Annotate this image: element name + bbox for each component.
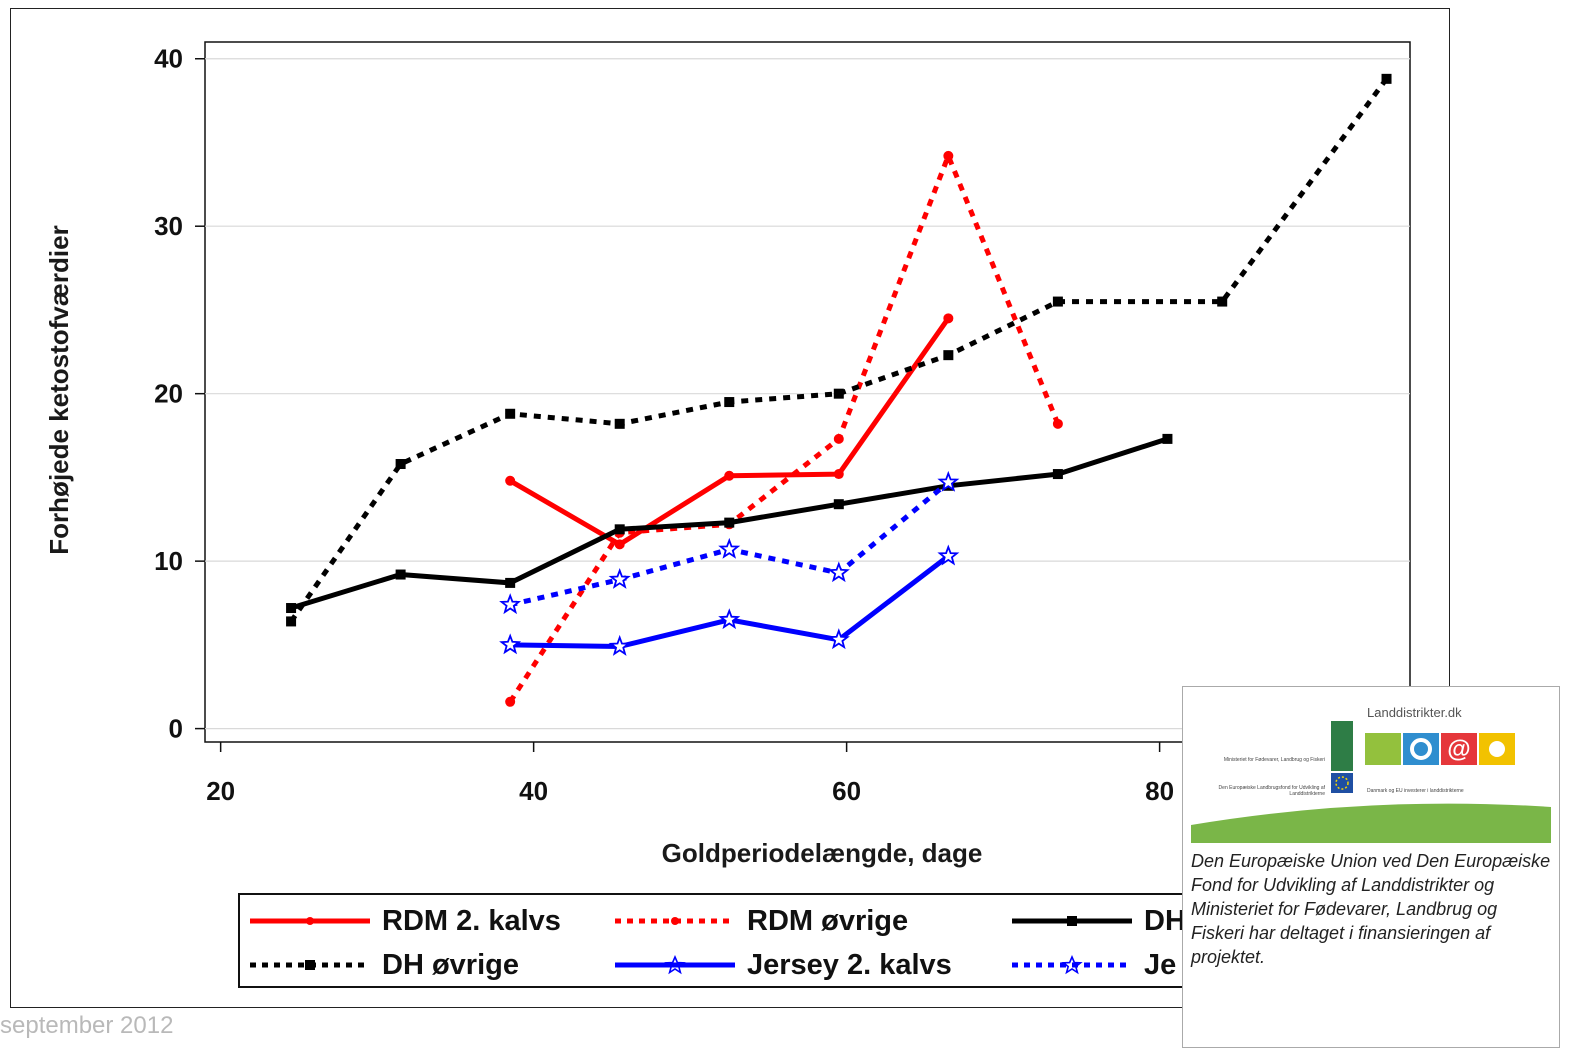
legend-swatch-jersey-ovrige xyxy=(1012,955,1132,975)
y-tick-label: 20 xyxy=(154,379,183,409)
data-point xyxy=(833,469,844,480)
logo-fund: Den Europæiske Landbrugsfond for Udvikli… xyxy=(1218,785,1325,797)
svg-text:@: @ xyxy=(1447,736,1470,763)
data-point xyxy=(614,539,625,550)
y-tick-label: 0 xyxy=(169,714,183,744)
data-point xyxy=(724,470,735,481)
data-point xyxy=(505,408,516,419)
x-tick-label: 80 xyxy=(1145,776,1174,806)
logo-graphic: @ xyxy=(1191,721,1551,843)
legend-item-jersey-2-kalvs: Jersey 2. kalvs xyxy=(615,945,952,985)
data-point xyxy=(499,593,522,615)
data-point xyxy=(499,633,522,655)
gridlines xyxy=(205,58,1410,730)
data-point xyxy=(943,313,954,324)
series-0-rdm-2-kalvs xyxy=(505,313,954,550)
legend-label: DH øvrige xyxy=(382,948,519,981)
logo-caption: Den Europæiske Union ved Den Europæiske … xyxy=(1191,851,1551,967)
data-point xyxy=(608,568,631,589)
x-tick-label: 20 xyxy=(206,776,235,806)
legend-swatch-jersey-2-kalvs xyxy=(615,955,735,975)
legend-label: DH xyxy=(1144,904,1186,937)
data-point xyxy=(833,388,844,399)
y-tick-label: 30 xyxy=(154,211,183,241)
sponsor-logo-box: @ Landdistrikter.dk Ministeriet for Føde… xyxy=(1182,686,1560,1048)
series-line xyxy=(289,77,1389,623)
data-point xyxy=(827,628,850,650)
legend-swatch-rdm-2-kalvs xyxy=(250,917,370,925)
data-point xyxy=(937,544,960,566)
series-line xyxy=(508,153,1061,704)
data-point xyxy=(286,603,297,614)
data-point xyxy=(718,608,741,630)
logo-brand: Landdistrikter.dk xyxy=(1367,705,1462,720)
data-point xyxy=(505,696,516,707)
data-point xyxy=(1162,433,1173,444)
footer-date: september 2012 xyxy=(0,1012,174,1039)
data-point xyxy=(943,150,954,161)
legend-item-rdm-2-kalvs: RDM 2. kalvs xyxy=(250,901,561,941)
x-tick-label: 60 xyxy=(832,776,861,806)
legend-item-rdm-ovrige: RDM øvrige xyxy=(615,901,908,941)
data-point xyxy=(1381,73,1392,84)
series-3-dh-vrige xyxy=(286,73,1392,627)
data-point xyxy=(1217,296,1228,307)
logo-tagline: Danmark og EU investerer i landdistrikte… xyxy=(1367,788,1464,794)
x-axis-title: Goldperiodelængde, dage xyxy=(662,838,983,868)
data-point xyxy=(827,561,850,583)
y-axis: 0 10 20 30 40 xyxy=(154,44,205,744)
series-4-jersey-2-kalvs xyxy=(499,544,960,656)
data-point xyxy=(1052,418,1063,429)
legend-label: RDM 2. kalvs xyxy=(382,904,561,937)
data-point xyxy=(833,499,844,510)
data-point xyxy=(614,524,625,535)
data-point xyxy=(724,517,735,528)
legend: RDM 2. kalvs RDM øvrige DH DH øvrige Jer… xyxy=(238,893,1218,988)
data-point xyxy=(286,616,297,627)
x-tick-label: 40 xyxy=(519,776,548,806)
data-point xyxy=(1052,296,1063,307)
data-point xyxy=(505,475,516,486)
legend-label: RDM øvrige xyxy=(747,904,909,937)
y-tick-label: 40 xyxy=(154,44,183,74)
series-layer xyxy=(286,73,1392,707)
legend-label: Je xyxy=(1144,948,1177,981)
data-point xyxy=(505,577,516,588)
data-point xyxy=(937,470,960,492)
y-axis-title: Forhøjede ketostofværdier xyxy=(44,225,74,554)
data-point xyxy=(718,537,741,559)
plot-area xyxy=(204,41,1411,743)
legend-item-dh-2-kalvs: DH xyxy=(1012,901,1186,941)
legend-label: Jersey 2. kalvs xyxy=(747,948,952,981)
legend-item-jersey-ovrige: Je xyxy=(1012,945,1176,985)
data-point xyxy=(395,459,406,470)
legend-swatch-dh-ovrige xyxy=(250,960,370,970)
y-tick-label: 10 xyxy=(154,546,183,576)
data-point xyxy=(1052,469,1063,480)
data-point xyxy=(395,569,406,580)
legend-swatch-dh-2-kalvs xyxy=(1012,916,1132,926)
data-point xyxy=(724,397,735,408)
series-5-jersey-vrige xyxy=(499,470,960,615)
logo-ministry: Ministeriet for Fødevarer, Landbrug og F… xyxy=(1223,757,1325,763)
data-point xyxy=(833,433,844,444)
data-point xyxy=(614,418,625,429)
data-point xyxy=(943,350,954,361)
sponsor-logo: @ Landdistrikter.dk Ministeriet for Føde… xyxy=(1191,695,1551,843)
data-point xyxy=(608,634,631,656)
legend-swatch-rdm-ovrige xyxy=(615,917,735,925)
legend-item-dh-ovrige: DH øvrige xyxy=(250,945,519,985)
x-axis: 20 40 60 80 xyxy=(206,742,1174,806)
